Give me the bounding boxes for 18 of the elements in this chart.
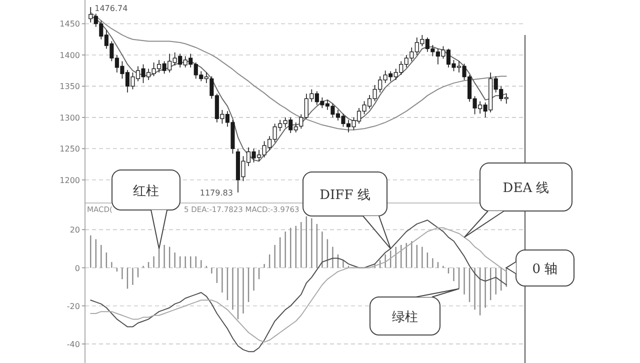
line-series <box>90 12 507 130</box>
line-series <box>90 16 507 162</box>
annotation: DIFF 线 <box>320 188 370 203</box>
y-tick-label: 1200 <box>60 176 80 185</box>
y-tick-label: 0 <box>74 264 80 273</box>
y-tick-label: 1400 <box>60 50 80 60</box>
y-tick-label: 1450 <box>60 20 80 29</box>
annotation: 红柱 <box>133 184 159 199</box>
annotation: 1476.74 <box>94 4 128 14</box>
y-tick-label: -40 <box>66 340 80 349</box>
y-tick-label: -20 <box>66 302 80 311</box>
y-tick-label: 1350 <box>60 82 80 92</box>
y-tick-label: 1300 <box>60 113 80 122</box>
y-tick-label: 20 <box>70 226 80 235</box>
annotation: 绿柱 <box>392 310 418 325</box>
annotation: DEA 线 <box>502 181 550 196</box>
annotation: 1179.83 <box>200 188 233 198</box>
y-tick-label: 1250 <box>60 144 80 154</box>
